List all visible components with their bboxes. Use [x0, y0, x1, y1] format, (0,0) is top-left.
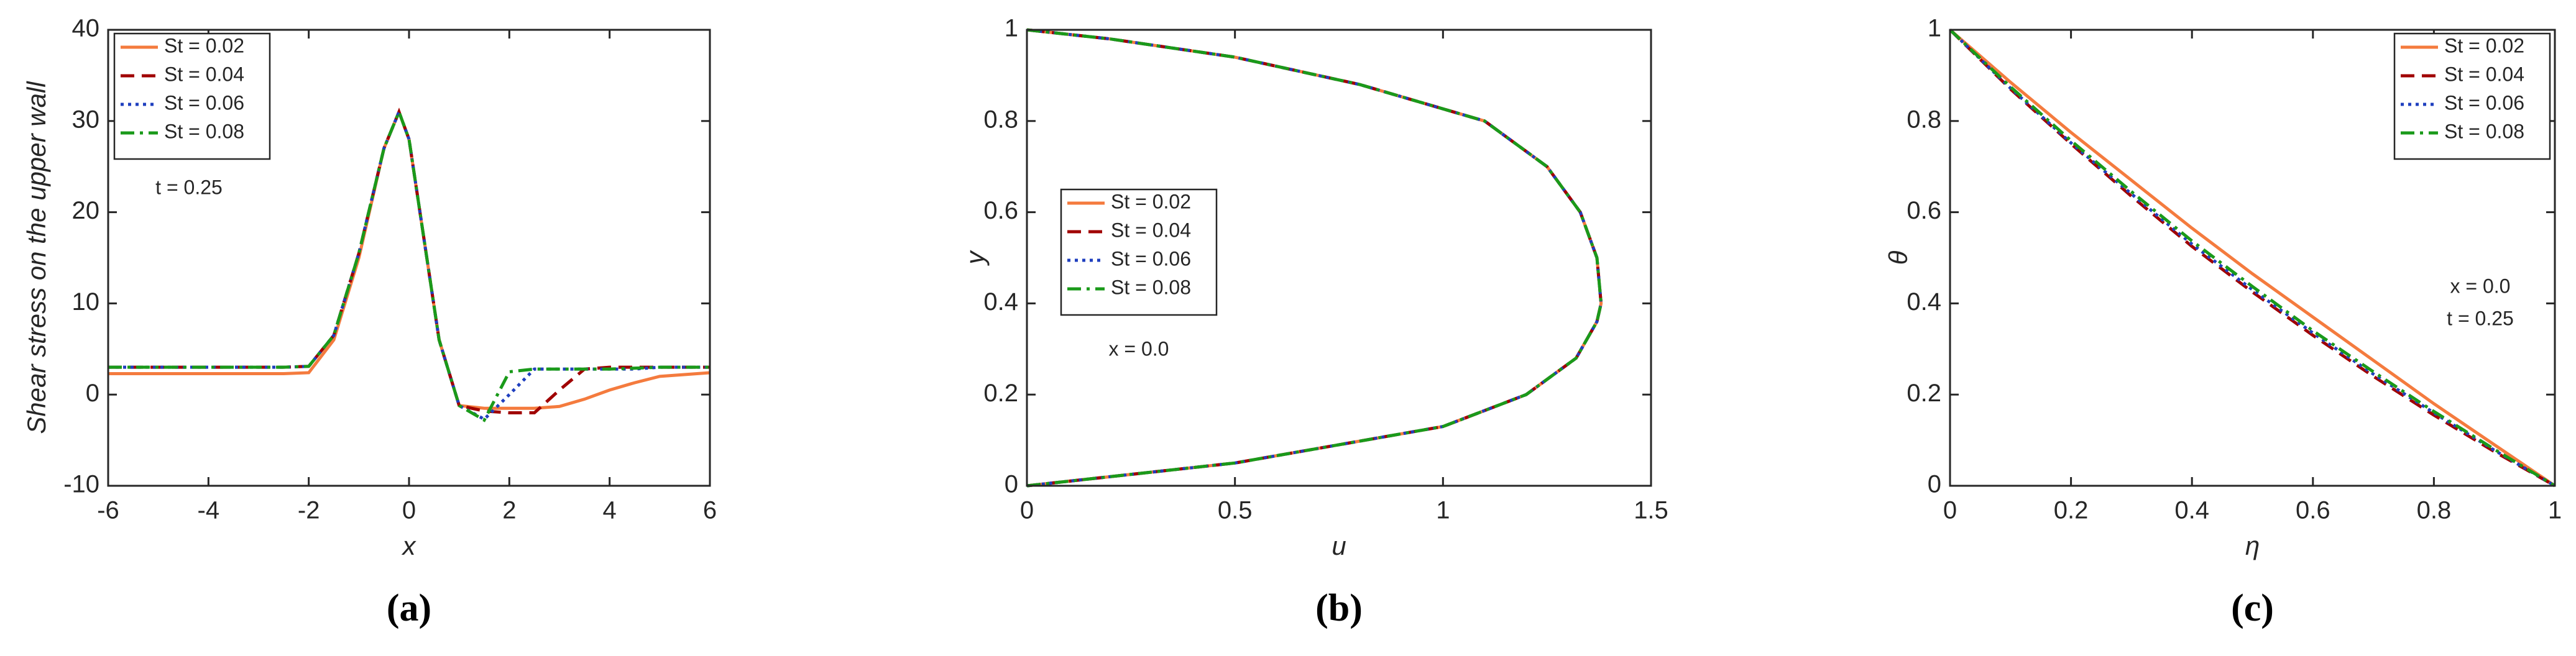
x-tick-label: 1 [1436, 497, 1450, 524]
x-tick-label: 0.5 [1218, 497, 1253, 524]
y-axis-label: y [960, 250, 990, 266]
caption: (c) [2231, 587, 2274, 629]
x-tick-label: -4 [198, 497, 220, 524]
x-tick-label: -6 [97, 497, 119, 524]
y-tick-label: 0.8 [1907, 106, 1941, 133]
x-axis-label: η [2245, 531, 2260, 560]
data-line [1949, 29, 2556, 488]
legend-label: St = 0.02 [164, 34, 244, 57]
x-tick-label: 0.6 [2296, 497, 2330, 524]
data-line [1949, 29, 2556, 488]
data-line [1949, 29, 2556, 488]
data-line [1949, 29, 2556, 488]
data-line [108, 107, 710, 422]
x-tick-label: 1.5 [1634, 497, 1668, 524]
x-tick-label: 0.2 [2054, 497, 2089, 524]
y-tick-label: 0.4 [983, 288, 1018, 316]
legend-box [2393, 32, 2551, 160]
data-line [1026, 28, 1603, 488]
legend-label: St = 0.06 [164, 91, 244, 114]
legend-label: St = 0.06 [2444, 91, 2524, 114]
legend-label: St = 0.08 [164, 120, 244, 142]
x-tick-label: 0 [1943, 497, 1957, 524]
x-tick-label: 2 [502, 497, 516, 524]
x-tick-label: 0.4 [2174, 497, 2209, 524]
y-tick-label: 0.6 [1907, 197, 1941, 224]
legend-box [1060, 188, 1218, 316]
y-tick-label: 20 [72, 197, 100, 224]
x-tick-label: 1 [2548, 497, 2562, 524]
x-tick-label: -2 [298, 497, 320, 524]
y-axis-label: Shear stress on the upper wall [22, 81, 51, 434]
y-tick-label: 0 [1928, 471, 1941, 498]
caption: (b) [1315, 587, 1363, 629]
x-axis-label: x [402, 531, 417, 560]
x-tick-label: 0 [402, 497, 416, 524]
y-tick-label: 10 [72, 288, 100, 316]
axes-box [1026, 29, 1652, 487]
annotation: t = 0.25 [2447, 307, 2514, 329]
y-tick-label: -10 [63, 471, 99, 498]
annotation: x = 0.0 [2450, 275, 2511, 297]
y-tick-label: 30 [72, 106, 100, 133]
y-tick-label: 0 [1005, 471, 1018, 498]
legend-label: St = 0.04 [2444, 63, 2524, 85]
legend-label: St = 0.06 [1111, 247, 1191, 270]
legend-label: St = 0.02 [1111, 190, 1191, 212]
x-tick-label: 0 [1020, 497, 1034, 524]
legend-label: St = 0.08 [2444, 120, 2524, 142]
annotation: t = 0.25 [155, 176, 223, 198]
y-tick-label: 0.6 [983, 197, 1018, 224]
y-tick-label: 0.2 [1907, 380, 1941, 407]
legend-label: St = 0.02 [2444, 34, 2524, 57]
x-tick-label: 0.8 [2417, 497, 2452, 524]
annotation: x = 0.0 [1109, 337, 1169, 360]
x-tick-label: 6 [703, 497, 717, 524]
legend-box [113, 32, 271, 160]
y-tick-label: 0.2 [983, 380, 1018, 407]
y-tick-label: 0 [86, 380, 99, 407]
legend-label: St = 0.04 [164, 63, 244, 85]
y-tick-label: 0.8 [983, 106, 1018, 133]
legend-label: St = 0.04 [1111, 219, 1191, 241]
y-tick-label: 1 [1928, 15, 1941, 42]
data-line [108, 107, 710, 421]
x-axis-label: u [1332, 531, 1346, 560]
x-tick-label: 4 [603, 497, 617, 524]
y-tick-label: 40 [72, 15, 100, 42]
axes-box [1949, 29, 2556, 487]
legend-label: St = 0.08 [1111, 276, 1191, 298]
y-tick-label: 0.4 [1907, 288, 1941, 316]
y-axis-label: θ [1884, 250, 1913, 265]
y-tick-label: 1 [1005, 15, 1018, 42]
caption: (a) [387, 587, 431, 629]
